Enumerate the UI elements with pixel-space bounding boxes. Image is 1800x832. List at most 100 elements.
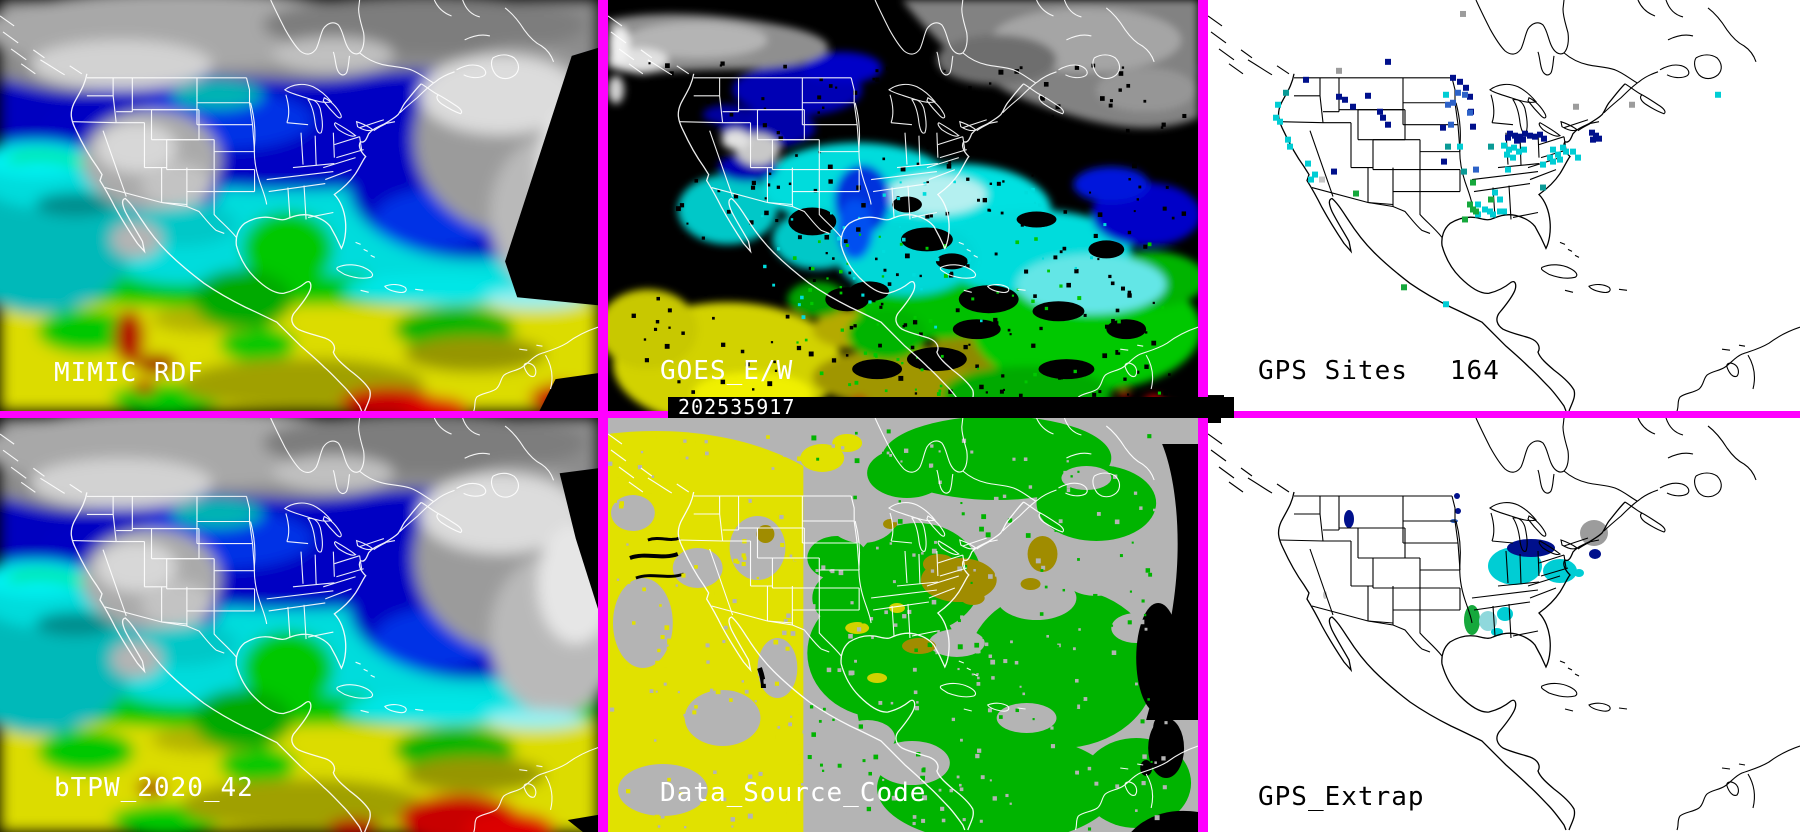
gps-station-dot xyxy=(1547,154,1553,161)
gps-station-dot xyxy=(1275,101,1281,108)
gps-station-dot xyxy=(1350,103,1356,110)
gps-station-dot xyxy=(1440,124,1446,131)
gps-station-dot xyxy=(1463,84,1469,91)
gps-station-dot xyxy=(1305,160,1311,167)
gps-station-dot xyxy=(1448,121,1454,128)
gps-station-dot xyxy=(1380,114,1386,121)
goes-speckle-texture xyxy=(628,61,1187,408)
state-boundaries xyxy=(72,495,387,658)
map-overlay xyxy=(608,0,1198,411)
extrapolated-tpw-blobs xyxy=(1323,493,1608,636)
great-lakes xyxy=(283,502,374,556)
map-overlay xyxy=(0,0,598,411)
great-lakes xyxy=(888,502,977,556)
gps-station-dot xyxy=(1385,121,1391,128)
great-lakes xyxy=(1489,502,1579,556)
caribbean-islands xyxy=(1540,660,1628,712)
panel-label-btpw: bTPW_2020_42 xyxy=(54,773,254,803)
gps-station-dot xyxy=(1285,136,1291,143)
gps-station-dot xyxy=(1401,284,1407,291)
extrap-blob xyxy=(1589,549,1601,559)
great-lakes xyxy=(888,83,977,137)
gps-station-dot xyxy=(1450,99,1456,106)
gps-station-dot xyxy=(1590,136,1596,143)
gps-station-dot xyxy=(1473,166,1479,173)
gps-station-dot xyxy=(1522,130,1528,137)
gps-station-dot xyxy=(1550,158,1556,165)
south-america-coast xyxy=(1676,745,1800,831)
extrap-blob xyxy=(1464,605,1480,635)
no-data-corner xyxy=(559,468,598,609)
gps-station-dot xyxy=(1461,168,1467,175)
gps-station-dot xyxy=(1488,143,1494,150)
gps-station-dot xyxy=(1336,93,1342,100)
gps-station-dot xyxy=(1511,144,1517,151)
extrap-blob xyxy=(1323,591,1327,599)
north-america-map-outline xyxy=(1208,418,1800,831)
gps-station-dot xyxy=(1527,132,1533,139)
caribbean-islands xyxy=(1540,241,1628,294)
gps-sites-map xyxy=(1208,0,1800,411)
dsc-speckle-texture xyxy=(608,429,1168,831)
gps-station-dot xyxy=(1445,143,1451,150)
gps-station-dot xyxy=(1457,78,1463,85)
gps-station-dot xyxy=(1540,184,1546,191)
gps-station-dot xyxy=(1443,91,1449,98)
gps-station-dot xyxy=(1331,168,1337,175)
timestamp-text: 202535917 xyxy=(678,395,796,419)
gps-station-dot xyxy=(1473,208,1479,215)
gps-station-dot xyxy=(1475,201,1481,208)
gps-station-dot xyxy=(1520,136,1526,143)
panel-goes-ew: GOES_E/W xyxy=(608,0,1198,411)
panel-label-gps-extrap: GPS_Extrap xyxy=(1258,782,1425,812)
gps-station-dot xyxy=(1455,89,1461,96)
coastline xyxy=(0,418,555,832)
panel-mimic-rdf: MIMIC RDF xyxy=(0,0,598,411)
gps-station-dot xyxy=(1541,135,1547,142)
north-america-map-outline xyxy=(0,418,598,832)
gps-station-dot xyxy=(1342,96,1348,103)
panel-gps-extrap: GPS_Extrap xyxy=(1208,418,1800,832)
gps-station-dot xyxy=(1512,132,1518,139)
gps-station-dot xyxy=(1377,108,1383,115)
mixed-source-olive-patches xyxy=(756,519,1058,654)
map-overlay xyxy=(608,418,1198,831)
gps-station-dot xyxy=(1336,67,1342,74)
gps-station-dot xyxy=(1589,129,1595,136)
panel-label-gps-sites: GPS Sites 164 xyxy=(1258,356,1500,386)
gps-station-dot xyxy=(1504,151,1510,158)
panel-data-source-code: Data_Source_Code xyxy=(608,418,1198,832)
gps-station-dot xyxy=(1308,176,1314,183)
extrap-blob xyxy=(1497,607,1513,621)
extrap-blob xyxy=(1507,539,1555,557)
coastline xyxy=(608,418,1155,831)
gps-station-dot xyxy=(1470,123,1476,130)
gps-station-dot xyxy=(1467,93,1473,100)
gps-station-dot xyxy=(1537,131,1543,138)
gps-station-dot xyxy=(1532,133,1538,140)
gps-station-dot xyxy=(1497,208,1503,215)
mimic-rdf-imagery xyxy=(0,0,598,411)
gps-station-dot xyxy=(1560,144,1566,151)
coastline xyxy=(608,0,1155,411)
gps-station-dot xyxy=(1365,92,1371,99)
gps-station-dot xyxy=(1450,74,1456,81)
extrap-blob xyxy=(1454,493,1460,499)
south-america-coast xyxy=(473,326,598,411)
gps-station-dot xyxy=(1629,101,1635,108)
gps-station-dot xyxy=(1501,208,1507,215)
gps-station-dot xyxy=(1490,211,1496,218)
gps-station-dot xyxy=(1273,114,1279,121)
gps-station-dot xyxy=(1462,91,1468,98)
state-boundaries xyxy=(679,77,989,238)
gps-station-dot xyxy=(1457,143,1463,150)
gps-station-dot xyxy=(1550,146,1556,153)
gps-station-dot xyxy=(1277,118,1283,125)
coastline xyxy=(1208,0,1757,411)
gps-station-dot xyxy=(1385,58,1391,65)
gps-station-dot xyxy=(1540,161,1546,168)
caribbean-islands xyxy=(939,660,1026,712)
state-boundaries xyxy=(72,77,387,238)
gps-station-dot xyxy=(1482,206,1488,213)
